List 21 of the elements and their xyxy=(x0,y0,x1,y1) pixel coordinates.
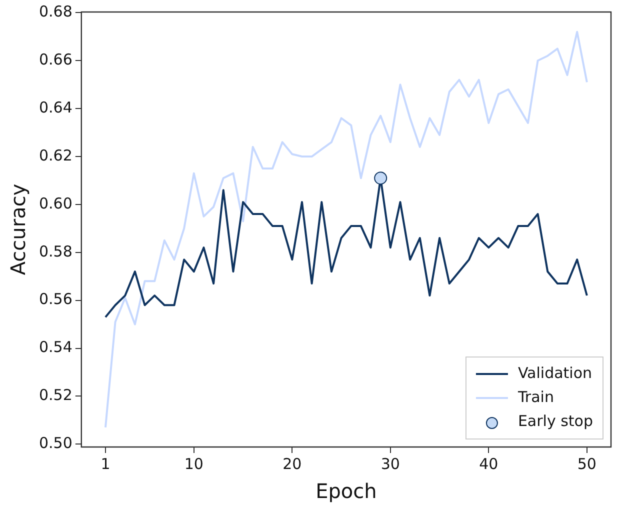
y-tick-label: 0.52 xyxy=(38,386,72,404)
legend-label: Train xyxy=(516,388,554,406)
y-tick-label: 0.58 xyxy=(38,242,72,260)
y-tick-label: 0.60 xyxy=(38,194,72,212)
x-axis-title: Epoch xyxy=(316,479,377,504)
x-tick-label: 1 xyxy=(100,454,110,473)
y-axis-title: Accuracy xyxy=(6,184,30,276)
x-tick-label: 20 xyxy=(282,454,302,473)
y-tick-label: 0.50 xyxy=(38,434,72,452)
y-tick-label: 0.68 xyxy=(38,2,72,21)
legend-label: Validation xyxy=(518,364,592,382)
y-tick-label: 0.64 xyxy=(38,98,72,116)
x-tick-label: 30 xyxy=(380,454,400,473)
x-tick-label: 50 xyxy=(577,454,596,473)
y-tick-label: 0.56 xyxy=(38,290,72,308)
x-tick-label: 10 xyxy=(184,454,204,473)
y-tick-label: 0.62 xyxy=(38,146,72,164)
legend-label: Early stop xyxy=(518,412,594,430)
x-tick-label: 40 xyxy=(479,454,498,473)
y-tick-label: 0.66 xyxy=(38,50,72,69)
y-tick-label: 0.54 xyxy=(38,338,72,356)
